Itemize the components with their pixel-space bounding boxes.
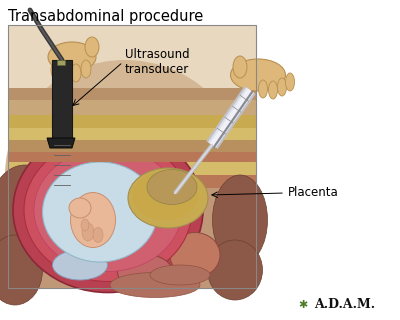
Polygon shape <box>8 100 256 115</box>
Polygon shape <box>47 138 75 148</box>
Ellipse shape <box>70 193 116 247</box>
Text: Transabdominal procedure: Transabdominal procedure <box>8 10 203 25</box>
Polygon shape <box>8 155 256 175</box>
Ellipse shape <box>212 175 268 265</box>
Ellipse shape <box>0 165 60 255</box>
Text: A.D.A.M.: A.D.A.M. <box>314 299 375 311</box>
Text: Placenta: Placenta <box>288 187 339 199</box>
Ellipse shape <box>258 80 268 98</box>
Ellipse shape <box>150 265 210 285</box>
Ellipse shape <box>42 162 158 262</box>
Ellipse shape <box>208 240 262 300</box>
Polygon shape <box>8 128 256 140</box>
Ellipse shape <box>24 139 192 282</box>
Ellipse shape <box>110 273 200 298</box>
Ellipse shape <box>268 81 278 99</box>
Ellipse shape <box>85 37 99 57</box>
Ellipse shape <box>69 198 91 218</box>
Ellipse shape <box>286 73 294 91</box>
Ellipse shape <box>0 235 42 305</box>
Bar <box>57 60 65 65</box>
Ellipse shape <box>118 254 172 290</box>
Ellipse shape <box>51 61 61 79</box>
Bar <box>8 88 256 100</box>
Ellipse shape <box>82 223 94 241</box>
Ellipse shape <box>81 219 89 231</box>
Ellipse shape <box>5 60 245 290</box>
Polygon shape <box>8 130 256 155</box>
Ellipse shape <box>13 127 203 292</box>
Ellipse shape <box>81 60 91 78</box>
Text: ✱: ✱ <box>298 300 308 310</box>
Text: Ultrasound
transducer: Ultrasound transducer <box>125 48 190 76</box>
Polygon shape <box>8 152 256 162</box>
Ellipse shape <box>71 64 81 82</box>
Ellipse shape <box>170 233 220 277</box>
Ellipse shape <box>93 228 103 243</box>
Ellipse shape <box>52 250 108 280</box>
Ellipse shape <box>61 64 71 82</box>
Polygon shape <box>8 140 256 152</box>
Polygon shape <box>8 175 256 188</box>
Bar <box>8 25 256 288</box>
Bar <box>8 157 256 288</box>
Ellipse shape <box>132 172 198 220</box>
Bar <box>52 60 72 138</box>
Polygon shape <box>8 100 256 130</box>
Ellipse shape <box>128 168 208 228</box>
Bar <box>8 25 256 288</box>
Ellipse shape <box>230 59 286 91</box>
Ellipse shape <box>278 78 286 96</box>
Ellipse shape <box>147 170 197 204</box>
Ellipse shape <box>48 42 96 72</box>
Polygon shape <box>8 115 256 128</box>
Ellipse shape <box>34 148 182 271</box>
Ellipse shape <box>233 56 247 78</box>
